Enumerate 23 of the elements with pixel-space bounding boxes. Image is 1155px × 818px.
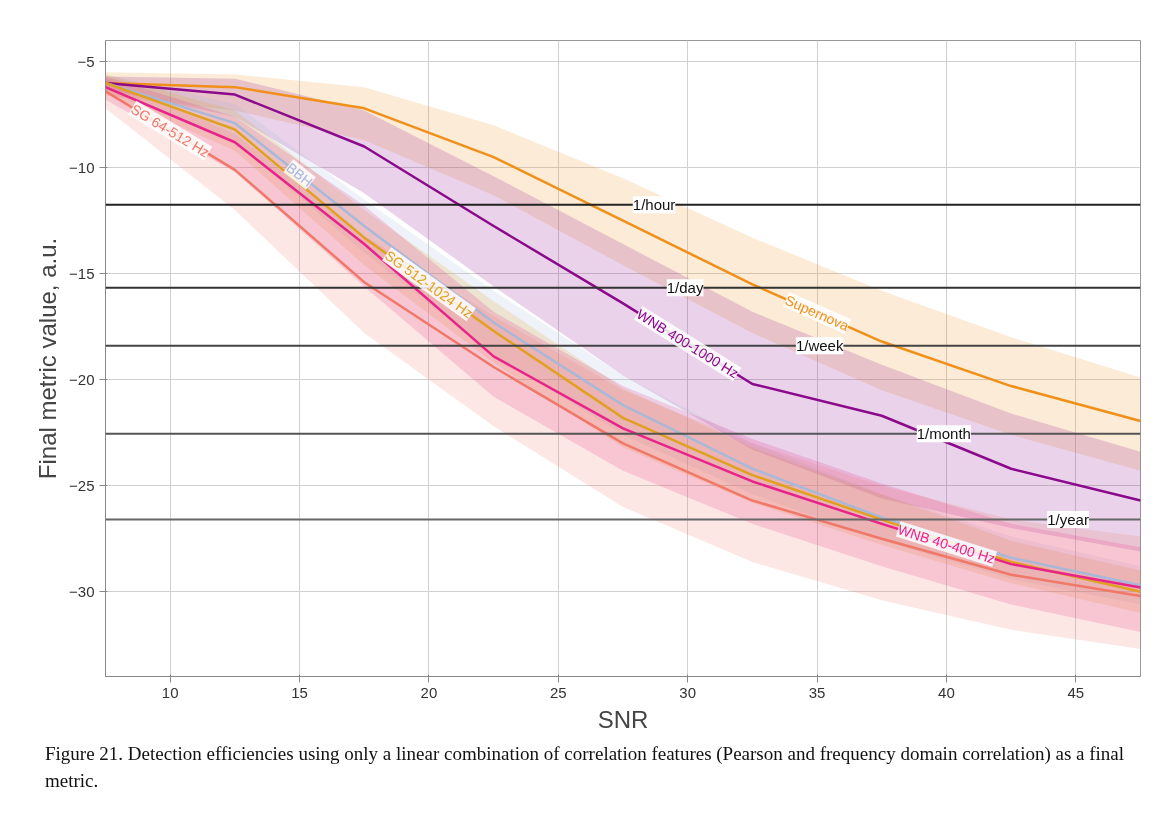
ref-line-label: 1/day <box>666 279 704 297</box>
x-tick-label: 15 <box>291 683 308 701</box>
x-tick-label: 40 <box>938 683 955 701</box>
y-tick-label: −5 <box>77 52 95 70</box>
ref-line-label: 1/month <box>916 425 971 443</box>
y-axis-title: Final metric value, a.u. <box>34 237 62 480</box>
x-tick-label: 35 <box>808 683 826 701</box>
ref-line-label: 1/week <box>795 337 844 355</box>
ref-line-label: 1/year <box>1047 511 1089 529</box>
x-tick-label: 10 <box>161 683 179 701</box>
x-axis-title: SNR <box>597 705 649 733</box>
y-tick-label: −25 <box>69 476 95 494</box>
text: WNB 40-400 Hz <box>895 521 998 567</box>
y-tick-label: −30 <box>69 582 95 600</box>
x-tick-label: 45 <box>1067 683 1085 701</box>
ref-line-label: 1/hour <box>632 196 676 214</box>
x-tick-label: 30 <box>679 683 697 701</box>
y-tick-label: −15 <box>69 264 95 282</box>
x-tick-label: 25 <box>549 683 567 701</box>
y-tick-label: −20 <box>69 370 95 388</box>
caption: Figure 21. Detection efficiencies using only a linear combination of correlation features (Pearson and frequency domain correlation) as a final metric. <box>45 742 1126 794</box>
x-tick-label: 20 <box>420 683 438 701</box>
y-tick-label: −10 <box>69 158 95 176</box>
